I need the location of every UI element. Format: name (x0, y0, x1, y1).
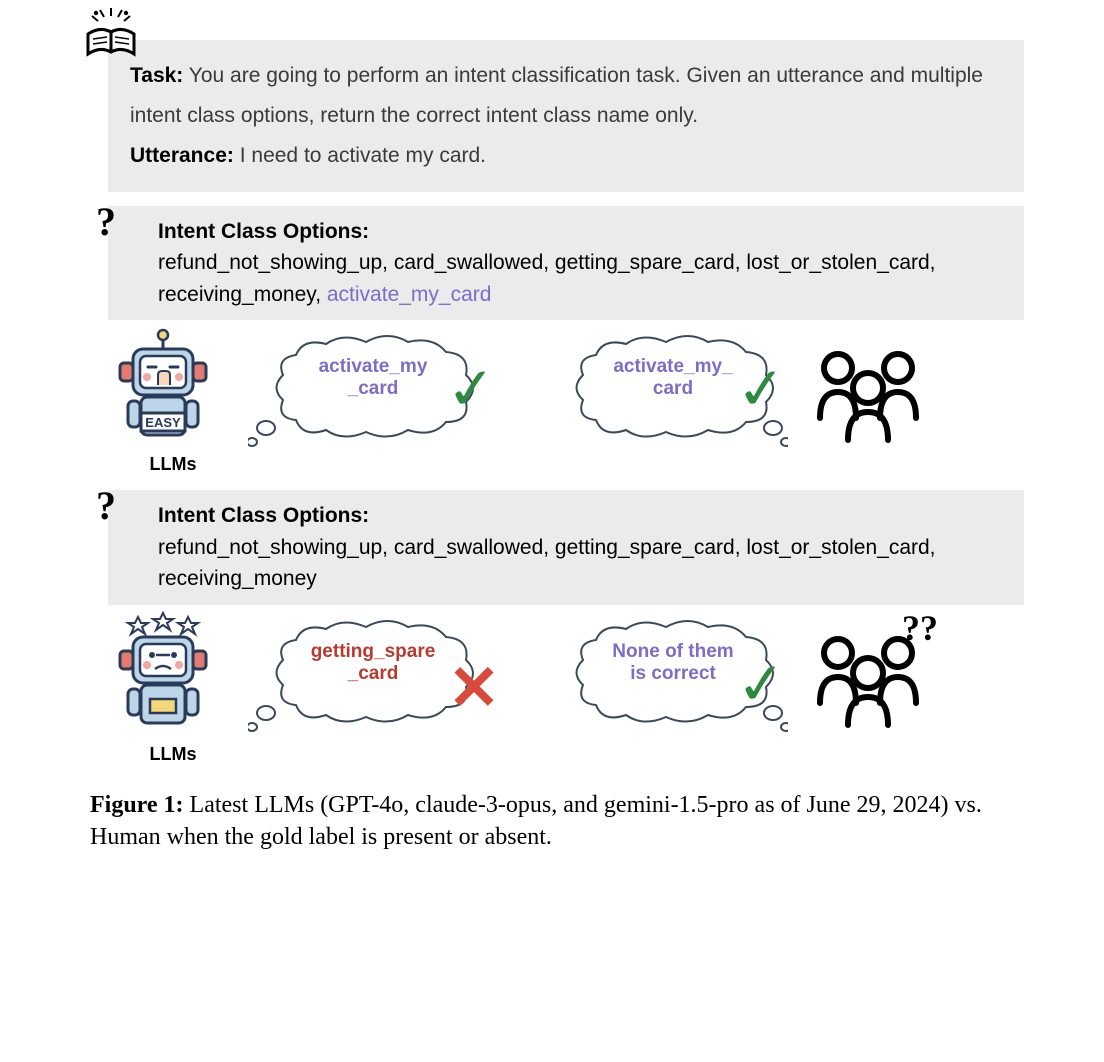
book-icon (80, 6, 142, 68)
robot-confused: LLMs (108, 607, 238, 765)
human-answer-1: activate_my_ card (598, 356, 748, 400)
people-icon (808, 344, 928, 449)
check-icon: ✓ (732, 648, 791, 719)
scene-2: LLMs getting_spare _card ✕ (108, 611, 1024, 761)
figure-caption: Figure 1: Latest LLMs (GPT-4o, claude-3-… (80, 789, 1024, 854)
question-marks-icon: ?? (902, 607, 938, 649)
options-box-1: ? Intent Class Options: refund_not_showi… (108, 206, 1024, 321)
llm-answer-1: activate_my _card (298, 356, 448, 400)
caption-label: Figure 1: (90, 792, 184, 818)
robot-label-1: LLMs (108, 454, 238, 475)
options-text-2: refund_not_showing_up, card_swallowed, g… (158, 536, 936, 591)
figure-container: Task: You are going to perform an intent… (80, 40, 1024, 853)
task-box: Task: You are going to perform an intent… (108, 40, 1024, 192)
x-icon: ✕ (448, 651, 500, 724)
robot-easy: EASY LLMs (108, 327, 238, 475)
utterance-label: Utterance: (130, 144, 234, 167)
check-icon: ✓ (442, 354, 501, 425)
options-label-2: Intent Class Options: (158, 504, 369, 527)
options-plain-1: refund_not_showing_up, card_swallowed, g… (158, 251, 936, 306)
options-label-1: Intent Class Options: (158, 220, 369, 243)
question-icon: ? (96, 192, 116, 252)
question-icon: ? (96, 476, 116, 536)
options-box-2: ? Intent Class Options: refund_not_showi… (108, 490, 1024, 605)
robot-label-2: LLMs (108, 744, 238, 765)
human-answer-2: None of them is correct (598, 641, 748, 685)
caption-text: Latest LLMs (GPT-4o, claude-3-opus, and … (90, 792, 982, 850)
svg-text:EASY: EASY (145, 415, 181, 430)
llm-answer-2: getting_spare _card (298, 641, 448, 685)
scene-1: EASY LLMs activate_my _card ✓ (108, 326, 1024, 476)
options-highlight-1: activate_my_card (327, 283, 492, 306)
bubble-wrap-1: activate_my _card ✓ activate_my_ card ✓ (238, 326, 1024, 476)
task-text: You are going to perform an intent class… (130, 64, 983, 127)
utterance-text: I need to activate my card. (240, 144, 486, 167)
bubble-wrap-2: getting_spare _card ✕ None of them is co… (238, 611, 1024, 761)
check-icon: ✓ (732, 354, 791, 425)
